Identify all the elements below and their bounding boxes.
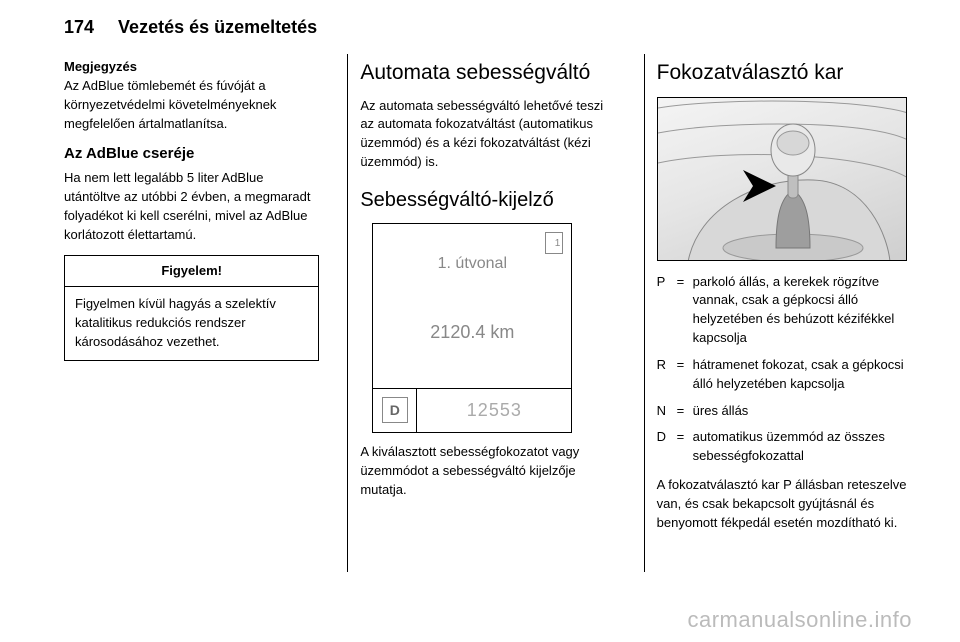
display-km-text: 2120.4 km	[373, 319, 571, 345]
attention-body: Figyelmen kívül hagyás a szelektív katal…	[65, 287, 318, 360]
selector-lever-heading: Fokozatválasztó kar	[657, 58, 912, 88]
display-odometer: 12553	[417, 389, 571, 432]
display-gear-letter: D	[382, 397, 408, 423]
selector-lever-illustration	[657, 97, 907, 261]
def-sym-d: D	[657, 428, 673, 466]
content-columns: Megjegyzés Az AdBlue tömlebemét és fúvój…	[0, 48, 960, 578]
gear-indicator-heading: Sebességváltó-kijelző	[360, 186, 615, 215]
display-route-text: 1. útvonal	[373, 252, 571, 275]
gear-display-illustration: 1 1. útvonal 2120.4 km D 12553	[372, 223, 572, 433]
column-1: Megjegyzés Az AdBlue tömlebemét és fúvój…	[64, 48, 335, 578]
auto-transmission-heading: Automata sebességváltó	[360, 58, 615, 88]
attention-box: Figyelem! Figyelmen kívül hagyás a szele…	[64, 255, 319, 361]
column-divider	[347, 54, 348, 572]
display-gear-cell: D	[373, 389, 417, 432]
def-text-n: üres állás	[693, 402, 912, 421]
def-sym-r: R	[657, 356, 673, 394]
page-header: 174 Vezetés és üzemeltetés	[0, 0, 960, 48]
selector-lock-text: A fokozatválasztó kar P állásban retesze…	[657, 476, 912, 533]
gear-definitions: P = parkoló állás, a kerekek rögzítve va…	[657, 273, 912, 467]
column-divider	[644, 54, 645, 572]
gear-badge-icon: 1	[545, 232, 563, 254]
def-text-d: automatikus üzemmód az összes sebességfo…	[693, 428, 912, 466]
def-sym-n: N	[657, 402, 673, 421]
auto-transmission-intro: Az automata sebességváltó lehetővé teszi…	[360, 97, 615, 172]
column-3: Fokozatválasztó kar	[657, 48, 912, 578]
adblue-replace-text: Ha nem lett legalább 5 liter AdBlue után…	[64, 169, 319, 244]
column-2: Automata sebességváltó Az automata sebes…	[360, 48, 631, 578]
display-bottom-row: D 12553	[373, 388, 571, 432]
page-number: 174	[64, 14, 94, 40]
def-eq: =	[677, 356, 689, 394]
note-heading: Megjegyzés	[64, 58, 319, 77]
attention-heading: Figyelem!	[65, 256, 318, 288]
lever-svg	[658, 98, 907, 261]
def-eq: =	[677, 273, 689, 348]
watermark-url: carmanualsonline.info	[687, 604, 912, 636]
note-body: Az AdBlue tömlebemét és fúvóját a környe…	[64, 77, 319, 134]
def-eq: =	[677, 428, 689, 466]
chapter-title: Vezetés és üzemeltetés	[118, 14, 317, 40]
def-text-p: parkoló állás, a kerekek rögzítve vannak…	[693, 273, 912, 348]
adblue-replace-heading: Az AdBlue cseréje	[64, 143, 319, 165]
def-text-r: hátramenet fokozat, csak a gépkocsi álló…	[693, 356, 912, 394]
gear-display-caption: A kiválasztott sebességfokozatot vagy üz…	[360, 443, 615, 500]
def-eq: =	[677, 402, 689, 421]
def-sym-p: P	[657, 273, 673, 348]
